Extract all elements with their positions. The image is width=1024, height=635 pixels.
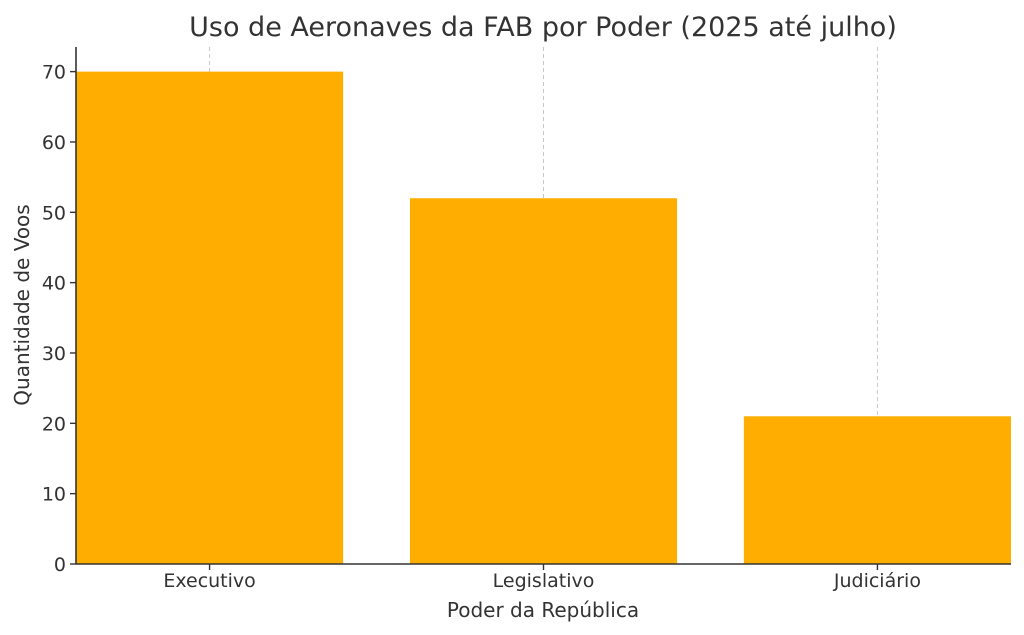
- y-tick-label: 70: [42, 62, 66, 84]
- y-axis-label: Quantidade de Voos: [10, 204, 34, 405]
- bar-judiciario: [743, 416, 1011, 564]
- y-tick-label: 40: [42, 273, 66, 295]
- y-tick-label: 60: [42, 132, 66, 154]
- bars: [76, 71, 1011, 564]
- x-axis-label: Poder da República: [447, 598, 639, 622]
- y-tick-label: 0: [54, 554, 66, 576]
- y-tick-label: 10: [42, 484, 66, 506]
- y-ticks: 0 10 20 30 40 50 60 70: [42, 62, 76, 576]
- y-tick-label: 30: [42, 343, 66, 365]
- y-tick-label: 20: [42, 413, 66, 435]
- y-tick-label: 50: [42, 202, 66, 224]
- x-tick-label: Legislativo: [493, 570, 595, 592]
- x-tick-label: Judiciário: [833, 570, 921, 592]
- bar-legislativo: [409, 198, 678, 564]
- x-ticks: Executivo Legislativo Judiciário: [163, 564, 921, 592]
- x-tick-label: Executivo: [163, 570, 255, 592]
- bar-executivo: [76, 71, 344, 564]
- chart-title: Uso de Aeronaves da FAB por Poder (2025 …: [189, 12, 897, 43]
